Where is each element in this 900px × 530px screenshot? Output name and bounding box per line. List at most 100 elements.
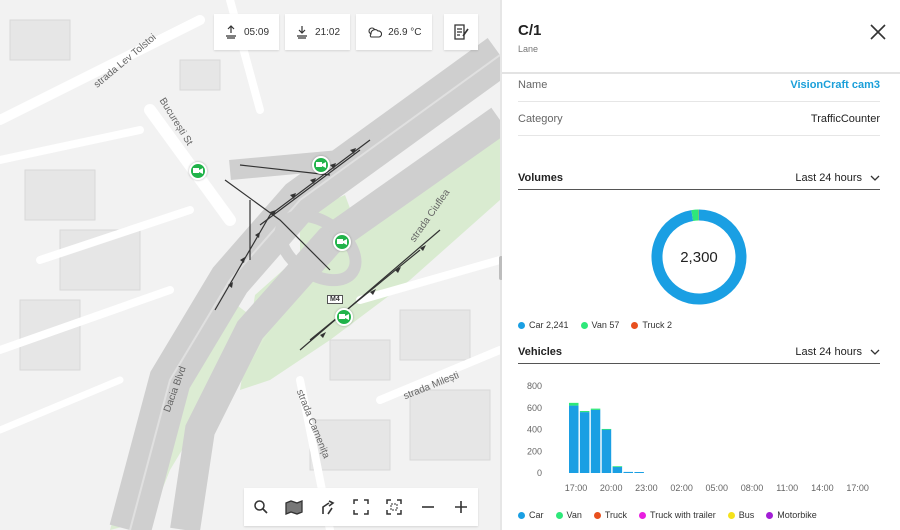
- legend-label: Truck with trailer: [650, 510, 716, 520]
- legend-label: Truck 2: [642, 320, 673, 330]
- bar-car[interactable]: [601, 429, 612, 474]
- legend-item: Car: [518, 510, 544, 520]
- legend-label: Van 57: [591, 320, 620, 330]
- directions-icon: [321, 500, 335, 515]
- panel-title: C/1: [518, 22, 542, 39]
- x-tick-label: 05:00: [706, 483, 729, 493]
- route-marker: M4: [327, 295, 343, 304]
- bar-car[interactable]: [569, 405, 579, 473]
- chevron-down-icon: [870, 349, 880, 355]
- volumes-range-select[interactable]: Last 24 hours: [795, 172, 880, 184]
- bar-van[interactable]: [601, 428, 612, 430]
- vehicles-bar-chart: 0 200 400 600 800 17:00 20:00 23:00 02:00 05:00 08…: [527, 381, 869, 493]
- legend-item: Van: [555, 510, 582, 520]
- map-layers-icon: [285, 500, 303, 515]
- search-icon: [253, 500, 268, 514]
- legend-label: Truck: [604, 510, 628, 520]
- legend-dot: [639, 511, 647, 519]
- donut-slice-van: [691, 209, 699, 221]
- legend-item: Truck with trailer: [639, 510, 716, 520]
- x-tick-label: 17:00: [565, 483, 588, 493]
- sunset-icon: [297, 26, 308, 39]
- donut-total: 2,300: [680, 248, 718, 266]
- map-canvas[interactable]: [0, 0, 500, 530]
- legend-dot: [518, 511, 525, 519]
- category-value: TrafficCounter: [810, 112, 880, 125]
- volumes-legend: Car 2,241 Van 57 Truck 2: [518, 320, 672, 330]
- map-toolbar: [244, 488, 478, 526]
- y-tick-label: 600: [527, 403, 542, 413]
- zoom-in-button[interactable]: [447, 493, 475, 521]
- name-row: Name VisionCraft cam3: [518, 68, 880, 102]
- map-layers-button[interactable]: [280, 493, 308, 521]
- x-tick-label: 14:00: [811, 483, 834, 493]
- legend-dot: [593, 511, 601, 519]
- sunset-widget: 21:02: [285, 14, 351, 50]
- zoom-in-icon: [455, 501, 468, 513]
- x-tick-label: 23:00: [635, 483, 658, 493]
- vehicles-title: Vehicles: [518, 345, 563, 358]
- legend-dot: [631, 321, 639, 329]
- traffic-flow-chevrons: [228, 148, 426, 338]
- map-view[interactable]: strada Lev Tolstoi București St strada C…: [0, 0, 500, 530]
- close-button[interactable]: [868, 22, 888, 42]
- camera-icon[interactable]: [312, 156, 330, 174]
- donut-slice-car: [651, 209, 747, 305]
- x-tick-label: 08:00: [741, 483, 764, 493]
- legend-dot: [518, 321, 525, 329]
- park-area: [240, 130, 500, 390]
- volumes-range-value: Last 24 hours: [795, 171, 862, 184]
- donut-svg: [651, 209, 747, 305]
- bar-car[interactable]: [612, 466, 623, 473]
- legend-label: Motorbike: [777, 510, 817, 520]
- directions-button[interactable]: [314, 493, 342, 521]
- fullscreen-icon: [353, 499, 369, 515]
- legend-item: Bus: [727, 510, 755, 520]
- search-button[interactable]: [247, 493, 275, 521]
- volumes-title: Volumes: [518, 171, 564, 184]
- volumes-donut-chart: 2,300: [650, 208, 748, 306]
- report-icon: [454, 24, 469, 40]
- x-tick-label: 17:00: [846, 483, 869, 493]
- sunrise-icon: [226, 25, 236, 39]
- legend-label: Bus: [738, 510, 755, 520]
- vehicles-range-value: Last 24 hours: [795, 345, 862, 358]
- legend-item: Car 2,241: [518, 320, 569, 330]
- legend-item: Motorbike: [766, 510, 817, 520]
- bar-van[interactable]: [579, 411, 590, 413]
- x-tick-label: 11:00: [776, 483, 798, 493]
- bar-car[interactable]: [623, 471, 634, 473]
- camera-icon[interactable]: [189, 162, 207, 180]
- bar-car[interactable]: [634, 472, 644, 473]
- camera-icon[interactable]: [335, 308, 353, 326]
- zoom-out-icon: [421, 506, 434, 508]
- temperature-value: 26.9 °C: [388, 26, 422, 38]
- details-panel: C/1 Lane Name VisionCraft cam3 Category …: [502, 0, 900, 530]
- select-area-button[interactable]: [380, 493, 408, 521]
- sunrise-time: 05:09: [244, 26, 270, 38]
- highway-inner: [129, 54, 500, 530]
- temperature-widget: 26.9 °C: [356, 14, 432, 50]
- vehicles-range-select[interactable]: Last 24 hours: [795, 346, 880, 358]
- panel-subtitle: Lane: [518, 44, 539, 54]
- resize-handle[interactable]: [499, 256, 503, 280]
- category-row: Category TrafficCounter: [518, 102, 880, 136]
- weather-bar: 05:09 21:02 26.9 °C: [214, 14, 432, 50]
- bar-van[interactable]: [612, 466, 623, 468]
- report-button[interactable]: [444, 14, 478, 50]
- fullscreen-button[interactable]: [347, 493, 375, 521]
- name-label: Name: [518, 78, 548, 91]
- volumes-section-header: Volumes Last 24 hours: [518, 166, 880, 190]
- x-tick-label: 02:00: [670, 483, 693, 493]
- y-tick-label: 200: [527, 446, 542, 456]
- bar-van[interactable]: [569, 402, 579, 406]
- legend-dot: [727, 511, 735, 519]
- camera-icon[interactable]: [333, 233, 351, 251]
- bar-car[interactable]: [590, 409, 601, 473]
- bar-car[interactable]: [579, 412, 590, 473]
- bar-van[interactable]: [590, 408, 601, 410]
- y-tick-label: 0: [537, 468, 542, 478]
- name-value-link[interactable]: VisionCraft cam3: [790, 78, 880, 91]
- header-separator: [502, 72, 900, 74]
- zoom-out-button[interactable]: [414, 493, 442, 521]
